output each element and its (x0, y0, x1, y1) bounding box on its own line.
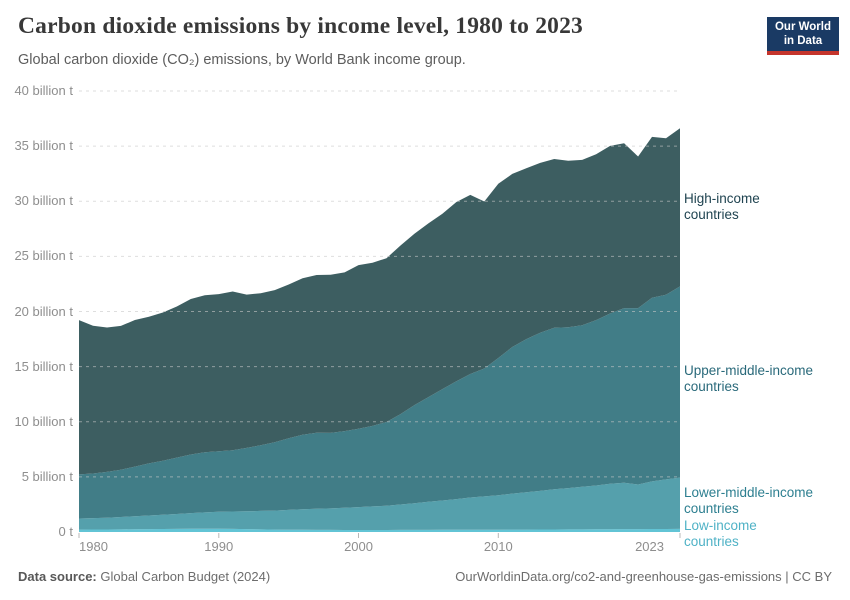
x-axis-label-1980: 1980 (79, 539, 108, 554)
x-axis-label-2010: 2010 (483, 539, 513, 554)
y-axis-label-5: 5 billion t (21, 468, 73, 484)
y-axis-label-0: 0 t (58, 524, 73, 539)
legend-label-high-income: High-income countries (684, 191, 760, 222)
y-axis-label-30: 30 billion t (14, 193, 73, 209)
y-axis-label-20: 20 billion t (14, 303, 73, 319)
y-axis-label-15: 15 billion t (14, 358, 73, 374)
owid-logo: Our World in Data (767, 17, 839, 55)
y-axis-label-25: 25 billion t (14, 248, 73, 264)
y-axis-label-40: 40 billion t (14, 83, 73, 98)
y-axis-label-35: 35 billion t (14, 138, 73, 154)
x-axis-label-1990: 1990 (204, 539, 234, 554)
data-source-value: Global Carbon Budget (2024) (96, 569, 271, 584)
footer-attribution: OurWorldinData.org/co2-and-greenhouse-ga… (455, 569, 832, 584)
chart-subtitle: Global carbon dioxide (CO₂) emissions, b… (18, 52, 466, 68)
legend-label-low-income: Low-income countries (684, 518, 757, 549)
area-low-income (79, 528, 680, 532)
legend-label-upper-middle-income: Upper-middle-income countries (684, 363, 814, 394)
data-source: Data source: Global Carbon Budget (2024) (18, 569, 270, 584)
legend-label-lower-middle-income: Lower-middle-income countries (684, 485, 814, 516)
owid-logo-line1: Our World (774, 21, 831, 33)
area-high-income (79, 128, 680, 475)
x-axis-label-2000: 2000 (344, 539, 373, 554)
page-title: Carbon dioxide emissions by income level… (18, 13, 584, 39)
x-axis-label-2023: 2023 (635, 539, 664, 554)
y-axis-label-10: 10 billion t (14, 413, 73, 429)
owid-logo-line2: in Data (783, 34, 823, 47)
area-lower-middle-income (79, 477, 680, 530)
area-upper-middle-income (79, 286, 680, 519)
data-source-label: Data source: (18, 569, 97, 584)
